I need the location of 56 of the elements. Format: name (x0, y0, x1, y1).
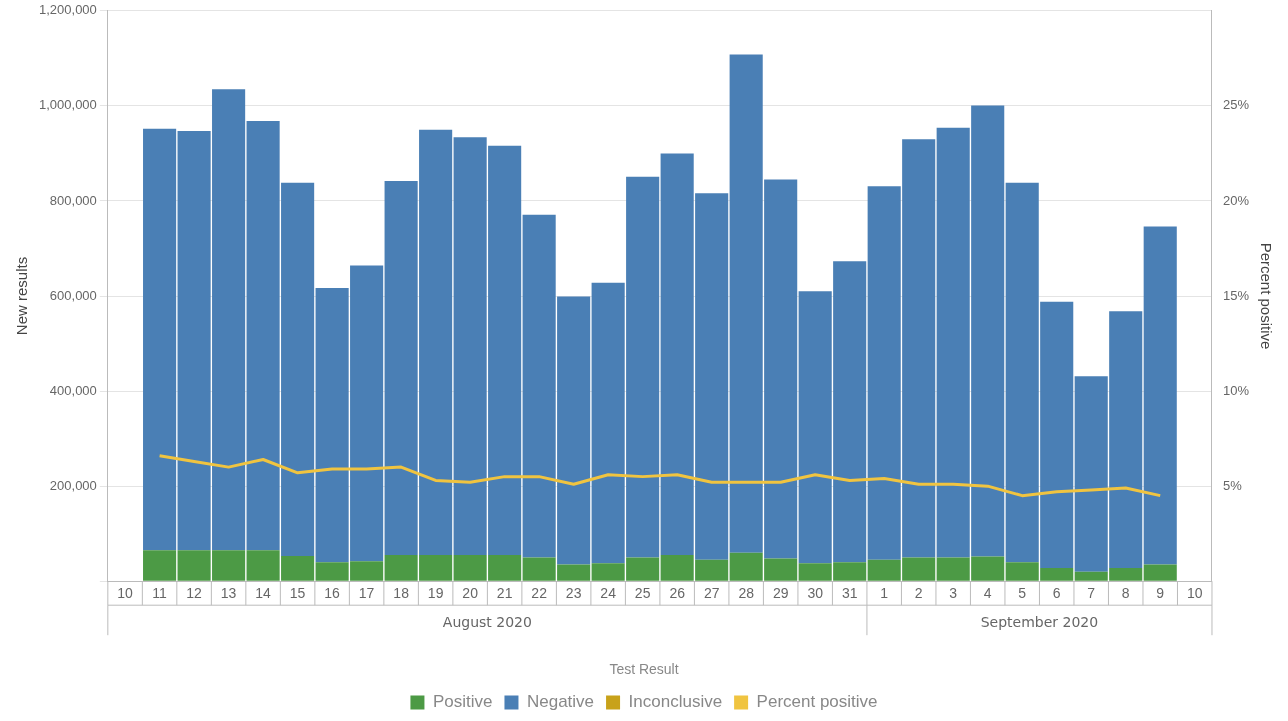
x-tick-label: 2 (914, 585, 923, 602)
x-tick-label: 29 (772, 585, 789, 602)
x-tick-label: 10 (117, 585, 134, 602)
x-tick-label: 5 (1018, 585, 1027, 602)
x-tick-label: 22 (531, 585, 548, 602)
x-tick-label: 23 (565, 585, 582, 602)
x-tick-label: 28 (738, 585, 755, 602)
legend-label: Positive (432, 692, 493, 712)
x-tick-label: 9 (1156, 585, 1165, 602)
y-tick-label: 200,000 (49, 477, 97, 493)
y2-tick-label: 15% (1222, 287, 1250, 303)
x-tick-label: 8 (1121, 585, 1130, 602)
legend-label: Negative (526, 692, 595, 712)
y-tick-label: 400,000 (49, 382, 97, 398)
bar (143, 550, 177, 581)
y-tick-label: 800,000 (49, 192, 97, 208)
x-tick-label: 27 (703, 585, 720, 602)
y2-tick-label: 10% (1222, 382, 1250, 398)
x-tick-label: 14 (255, 585, 272, 602)
y-tick-label: 600,000 (49, 287, 97, 303)
x-tick-label: 1 (880, 585, 889, 602)
x-tick-label: 4 (983, 585, 992, 602)
legend-label: Percent positive (756, 692, 878, 712)
x-tick-label: 15 (289, 585, 306, 602)
x-tick-label: 16 (324, 585, 341, 602)
y2-axis-title: Percent positive (1257, 242, 1275, 350)
x-tick-label: 7 (1087, 585, 1096, 602)
bar (1143, 226, 1177, 565)
x-tick-label: 24 (600, 585, 617, 602)
y-tick-label: 1,200,000 (38, 2, 97, 18)
legend-label: Inconclusive (628, 692, 723, 712)
y2-tick-label: 20% (1222, 192, 1250, 208)
y2-tick-label: 5% (1222, 477, 1243, 493)
x-tick-label: 31 (841, 585, 858, 602)
bar (143, 128, 177, 551)
x-tick-label: 6 (1052, 585, 1061, 602)
text: August 2020 (442, 613, 532, 630)
x-tick-label: 19 (427, 585, 444, 602)
x-tick-label: 30 (807, 585, 824, 602)
text: September 2020 (980, 613, 1099, 630)
x-tick-label: 13 (220, 585, 237, 602)
bar (1143, 564, 1177, 581)
x-tick-label: 21 (496, 585, 513, 602)
y-tick-label: 1,000,000 (38, 97, 97, 113)
legend-title: Test Result (609, 661, 679, 678)
x-tick-label: 12 (186, 585, 203, 602)
x-tick-label: 11 (152, 585, 168, 602)
y-axis-title: New results (13, 256, 31, 336)
x-tick-label: 17 (358, 585, 375, 602)
x-tick-label: 26 (669, 585, 686, 602)
x-tick-label: 3 (949, 585, 958, 602)
x-tick-label: 25 (634, 585, 651, 602)
x-tick-label: 20 (462, 585, 479, 602)
y2-tick-label: 25% (1222, 97, 1250, 113)
x-tick-label: 10 (1186, 585, 1203, 602)
x-tick-label: 18 (393, 585, 410, 602)
